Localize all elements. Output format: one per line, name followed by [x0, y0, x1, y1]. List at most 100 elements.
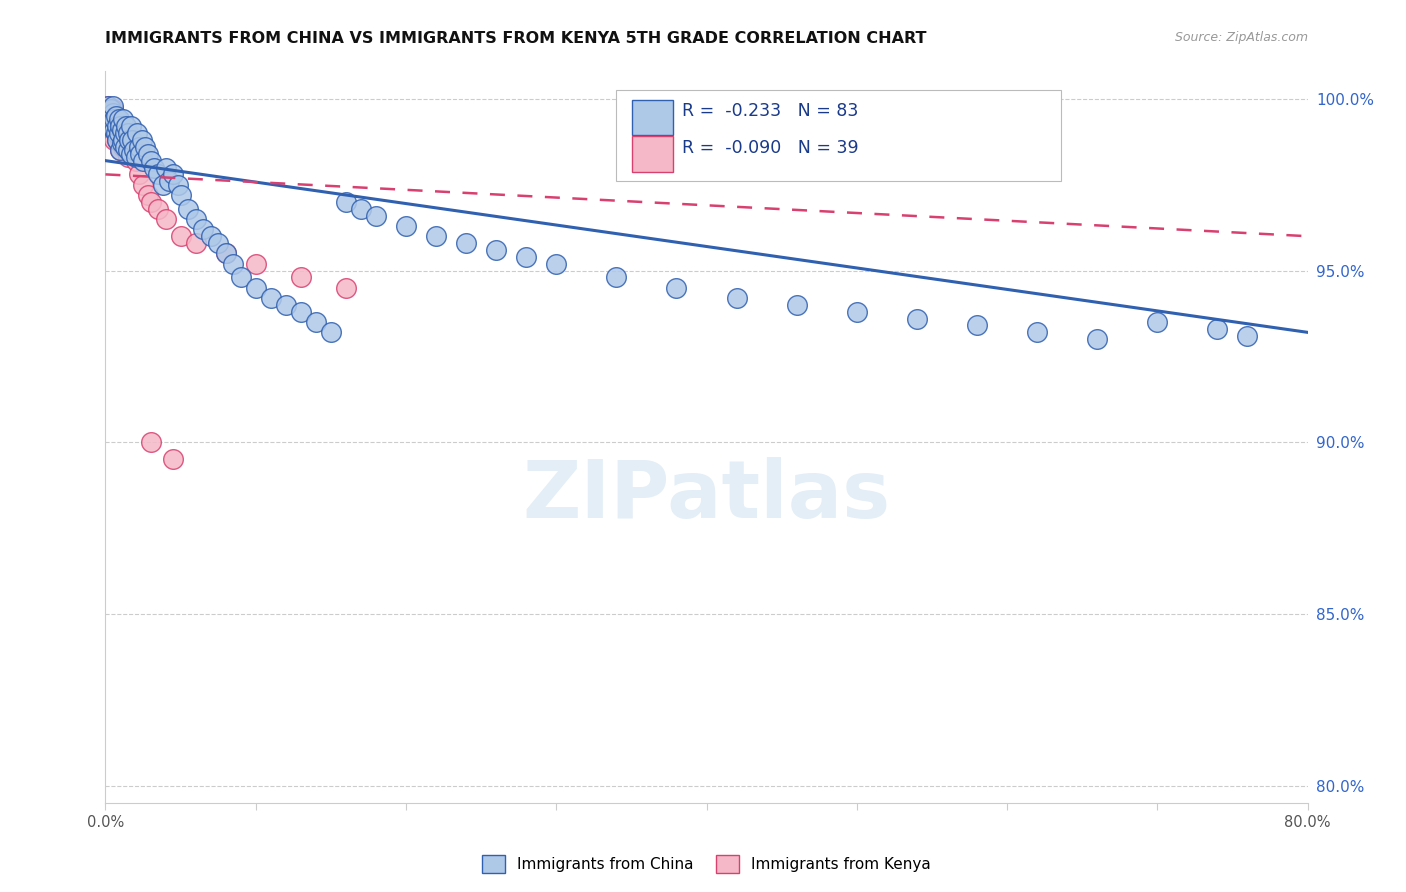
Point	[146, 167, 169, 181]
Point	[103, 133, 125, 147]
Legend: Immigrants from China, Immigrants from Kenya: Immigrants from China, Immigrants from K…	[475, 848, 938, 880]
FancyBboxPatch shape	[631, 100, 673, 135]
FancyBboxPatch shape	[631, 136, 673, 171]
Point	[108, 126, 131, 140]
Point	[152, 178, 174, 192]
Point	[104, 126, 127, 140]
Point	[335, 281, 357, 295]
Point	[103, 122, 125, 136]
Point	[120, 120, 142, 134]
Point	[184, 235, 207, 250]
Point	[364, 209, 387, 223]
Point	[114, 133, 136, 147]
Point	[108, 112, 131, 127]
Point	[260, 291, 283, 305]
Point	[100, 126, 122, 140]
Point	[139, 435, 162, 450]
Point	[191, 222, 214, 236]
Point	[200, 229, 222, 244]
Point	[1206, 322, 1229, 336]
Point	[166, 178, 188, 192]
Point	[117, 144, 139, 158]
Point	[305, 315, 328, 329]
Point	[117, 150, 139, 164]
Point	[184, 212, 207, 227]
Point	[845, 304, 868, 318]
Point	[546, 257, 568, 271]
Point	[118, 133, 141, 147]
Point	[100, 109, 122, 123]
Point	[124, 150, 146, 164]
Point	[128, 167, 150, 181]
Point	[110, 144, 132, 158]
Point	[115, 144, 138, 158]
Point	[101, 116, 124, 130]
Point	[245, 281, 267, 295]
Point	[120, 146, 142, 161]
Point	[107, 133, 129, 147]
Point	[136, 146, 159, 161]
Point	[121, 133, 143, 147]
Point	[142, 161, 165, 175]
Point	[169, 229, 191, 244]
Point	[110, 133, 132, 147]
Point	[101, 102, 124, 116]
Point	[146, 202, 169, 216]
Point	[98, 109, 121, 123]
Point	[101, 105, 124, 120]
Point	[112, 112, 135, 127]
Point	[107, 120, 129, 134]
Point	[665, 281, 688, 295]
Point	[177, 202, 200, 216]
Point	[100, 120, 122, 134]
Point	[1146, 315, 1168, 329]
Point	[108, 126, 131, 140]
FancyBboxPatch shape	[616, 90, 1062, 181]
Point	[162, 167, 184, 181]
Text: R =  -0.233   N = 83: R = -0.233 N = 83	[682, 102, 859, 120]
Point	[155, 161, 177, 175]
Point	[214, 246, 236, 260]
Point	[1085, 332, 1108, 346]
Point	[114, 126, 136, 140]
Point	[966, 318, 988, 333]
Point	[111, 136, 134, 151]
Point	[124, 153, 146, 168]
Point	[115, 120, 138, 134]
Point	[104, 109, 127, 123]
Point	[485, 243, 508, 257]
Point	[395, 219, 418, 233]
Point	[169, 188, 191, 202]
Point	[128, 140, 150, 154]
Point	[139, 194, 162, 209]
Point	[104, 126, 127, 140]
Point	[103, 122, 125, 136]
Point	[98, 105, 121, 120]
Point	[157, 174, 180, 188]
Point	[274, 298, 297, 312]
Point	[1236, 328, 1258, 343]
Text: IMMIGRANTS FROM CHINA VS IMMIGRANTS FROM KENYA 5TH GRADE CORRELATION CHART: IMMIGRANTS FROM CHINA VS IMMIGRANTS FROM…	[105, 31, 927, 46]
Point	[245, 257, 267, 271]
Point	[131, 133, 153, 147]
Point	[110, 120, 132, 134]
Point	[103, 112, 125, 127]
Point	[98, 120, 121, 134]
Point	[162, 452, 184, 467]
Point	[229, 270, 252, 285]
Point	[118, 133, 141, 147]
Point	[786, 298, 808, 312]
Point	[97, 98, 120, 112]
Point	[222, 257, 245, 271]
Point	[112, 140, 135, 154]
Point	[605, 270, 627, 285]
Point	[110, 144, 132, 158]
Point	[111, 122, 134, 136]
Point	[101, 116, 124, 130]
Point	[454, 235, 477, 250]
Point	[139, 153, 162, 168]
Point	[97, 98, 120, 112]
Point	[350, 202, 373, 216]
Point	[136, 188, 159, 202]
Point	[132, 153, 155, 168]
